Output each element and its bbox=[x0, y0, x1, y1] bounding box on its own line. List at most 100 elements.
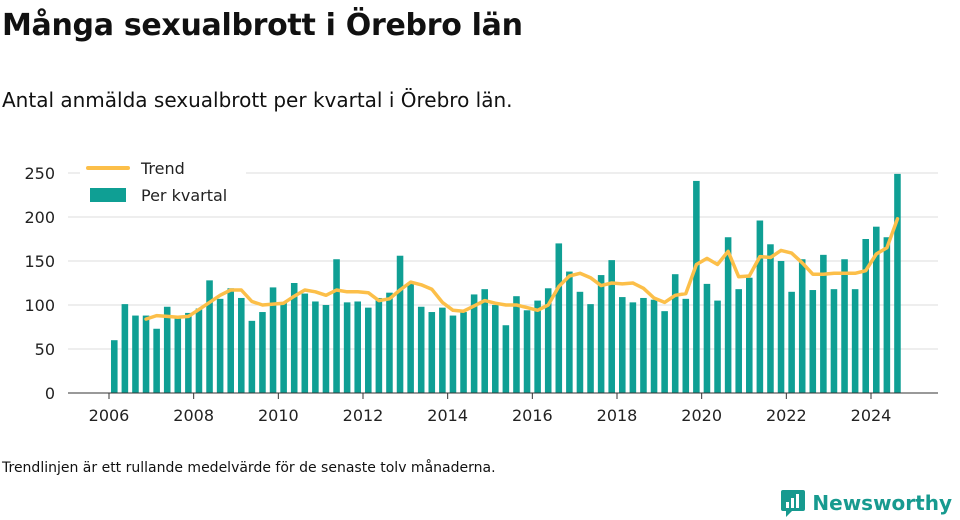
bar bbox=[238, 297, 245, 393]
bar bbox=[185, 312, 192, 393]
y-axis-ticks: 0 50 100 150 200 250 bbox=[24, 164, 55, 403]
bar bbox=[671, 274, 679, 393]
bar bbox=[121, 304, 129, 393]
bar bbox=[259, 312, 266, 393]
y-tick-label: 0 bbox=[45, 384, 55, 403]
bar bbox=[894, 173, 901, 393]
x-tick-label: 2014 bbox=[427, 406, 468, 425]
bar bbox=[460, 312, 467, 393]
x-tick-label: 2018 bbox=[597, 406, 638, 425]
x-tick-label: 2016 bbox=[512, 406, 553, 425]
bar bbox=[470, 294, 478, 393]
bar bbox=[767, 244, 774, 393]
bar bbox=[820, 254, 827, 393]
newsworthy-logo-icon bbox=[781, 490, 806, 517]
bar bbox=[873, 226, 880, 393]
bar bbox=[777, 261, 785, 393]
bar bbox=[682, 298, 690, 393]
legend: Trend Per kvartal bbox=[80, 156, 246, 212]
bar bbox=[703, 283, 711, 393]
bar bbox=[608, 260, 615, 393]
bar bbox=[301, 293, 309, 393]
legend-trend-label: Trend bbox=[140, 159, 185, 178]
bar bbox=[851, 289, 859, 393]
bar bbox=[862, 239, 869, 393]
x-tick-label: 2008 bbox=[173, 406, 214, 425]
y-tick-label: 100 bbox=[24, 296, 55, 315]
bar bbox=[407, 283, 414, 393]
bar bbox=[322, 305, 330, 393]
bar bbox=[417, 306, 425, 393]
bar bbox=[375, 297, 383, 393]
bar bbox=[269, 287, 277, 393]
bar bbox=[248, 320, 256, 393]
bar bbox=[153, 328, 160, 393]
bar bbox=[111, 340, 118, 393]
bar bbox=[163, 306, 171, 393]
bar bbox=[640, 297, 647, 393]
bar bbox=[650, 299, 658, 393]
bar bbox=[714, 300, 721, 393]
bar bbox=[439, 307, 446, 393]
bar bbox=[174, 316, 182, 393]
legend-bar-swatch bbox=[90, 188, 126, 202]
x-tick-label: 2022 bbox=[766, 406, 807, 425]
bar bbox=[809, 290, 817, 393]
bar bbox=[629, 302, 637, 393]
bar bbox=[343, 302, 351, 393]
bar bbox=[365, 307, 372, 393]
bar bbox=[396, 255, 404, 393]
bar bbox=[597, 275, 605, 393]
bar bbox=[216, 298, 224, 393]
bar bbox=[386, 292, 393, 393]
bar bbox=[544, 288, 552, 393]
bar bbox=[841, 259, 848, 393]
bar bbox=[555, 243, 563, 393]
bar bbox=[513, 296, 520, 393]
trend-line bbox=[144, 217, 900, 321]
bar bbox=[576, 291, 584, 393]
bar bbox=[492, 305, 499, 393]
legend-bar-label: Per kvartal bbox=[141, 186, 227, 205]
bar bbox=[428, 312, 436, 393]
bar bbox=[735, 289, 742, 393]
bar-series bbox=[111, 173, 901, 393]
bar bbox=[523, 310, 531, 393]
trend-series bbox=[144, 217, 900, 321]
legend-background bbox=[80, 156, 246, 212]
bar bbox=[290, 283, 298, 393]
x-axis: 2006 2008 2010 2012 2014 2016 2018 2020 2022 2024 bbox=[68, 392, 938, 425]
x-tick-label: 2010 bbox=[258, 406, 299, 425]
bar bbox=[693, 180, 700, 393]
bar bbox=[312, 301, 319, 393]
bar bbox=[788, 291, 795, 393]
footnote: Trendlinjen är ett rullande medelvärde f… bbox=[2, 460, 496, 476]
bar bbox=[206, 280, 213, 393]
bar bbox=[724, 237, 732, 393]
bar bbox=[619, 297, 626, 393]
chart-title: Många sexualbrott i Örebro län bbox=[2, 8, 523, 43]
bar bbox=[354, 301, 361, 393]
bar bbox=[746, 277, 753, 393]
bar bbox=[481, 289, 488, 393]
x-tick-label: 2020 bbox=[681, 406, 722, 425]
bar bbox=[756, 220, 764, 393]
brand-name: Newsworthy bbox=[812, 491, 952, 515]
bar bbox=[883, 237, 891, 393]
brand-logo[interactable]: Newsworthy bbox=[780, 488, 952, 518]
bar bbox=[132, 315, 139, 393]
bar bbox=[280, 302, 287, 393]
y-tick-label: 250 bbox=[24, 164, 55, 183]
bar bbox=[227, 288, 234, 393]
bar bbox=[502, 325, 510, 393]
bar bbox=[142, 315, 150, 393]
bar bbox=[566, 271, 573, 393]
bar bbox=[661, 311, 668, 393]
y-tick-label: 150 bbox=[24, 252, 55, 271]
x-tick-label: 2024 bbox=[851, 406, 892, 425]
bar bbox=[830, 289, 838, 393]
x-tick-label: 2006 bbox=[89, 406, 130, 425]
y-tick-label: 200 bbox=[24, 208, 55, 227]
bar bbox=[195, 308, 203, 393]
bar bbox=[798, 259, 806, 393]
